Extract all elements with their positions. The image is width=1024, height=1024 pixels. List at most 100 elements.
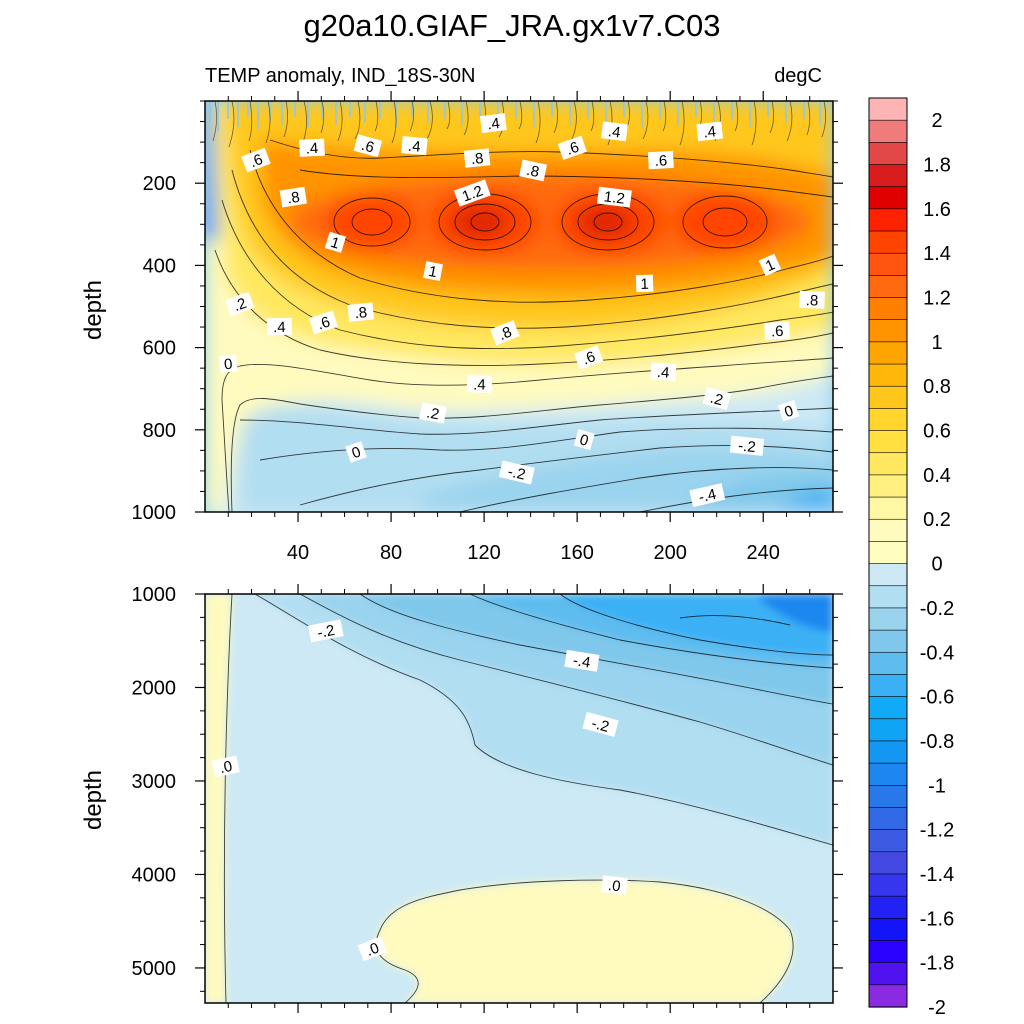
contour-label-bg <box>729 435 765 456</box>
contour-label-bg <box>650 362 677 382</box>
colorbar-label: -1.2 <box>920 820 954 842</box>
colorbar-swatch <box>868 474 908 498</box>
contour-line <box>469 594 833 669</box>
contour-label: .8 <box>490 320 520 346</box>
contour-label: 0 <box>777 400 800 422</box>
contour-label: 0 <box>219 354 238 373</box>
colorbar-swatch <box>868 230 908 254</box>
colorbar-swatch <box>868 873 908 897</box>
colorbar-swatch <box>868 629 908 653</box>
contour-line <box>239 407 833 435</box>
contour-label: .8 <box>519 159 548 182</box>
contour-label: .6 <box>241 147 271 173</box>
contour-label-text: .0 <box>364 940 382 960</box>
contour-label-bg <box>308 619 344 643</box>
contour-label-bg <box>324 231 347 253</box>
contour-line <box>679 615 791 626</box>
contour-label-text: .6 <box>564 139 581 159</box>
contour-label-text: .4 <box>273 319 286 336</box>
contour-label-text: .6 <box>771 323 784 341</box>
contour-label-text: .0 <box>607 877 621 895</box>
colorbar-label: 1.2 <box>923 288 951 310</box>
contour-label: 1 <box>635 274 654 293</box>
colorbar-swatch <box>868 186 908 210</box>
field-layer <box>376 880 794 1003</box>
contour-label-bg <box>266 317 293 336</box>
contour-label-bg <box>299 138 325 157</box>
colorbar-label: -0.2 <box>920 598 954 620</box>
contour-label-text: .2 <box>231 295 249 315</box>
contour-line <box>375 879 794 1003</box>
contour-label: .4 <box>401 136 428 156</box>
colorbar-swatch <box>868 740 908 764</box>
contour-label: .6 <box>308 310 338 335</box>
contour-label-bg <box>600 875 628 896</box>
colorbar-label: 0.4 <box>923 465 951 487</box>
contour-line <box>223 594 233 1003</box>
colorbar-swatch <box>868 408 908 432</box>
subtitle-left: TEMP anomaly, IND_18S-30N <box>205 65 475 87</box>
contour-line <box>249 149 833 303</box>
chart-title: g20a10.GIAF_JRA.gx1v7.C03 <box>303 8 720 43</box>
contour-label-bg <box>635 274 654 293</box>
colorbar-swatch <box>868 341 908 365</box>
contour-line <box>269 139 833 178</box>
contour-line <box>221 199 833 350</box>
contour-label-text: .4 <box>407 138 421 156</box>
colorbar-swatch <box>868 918 908 942</box>
colorbar-label: 0.6 <box>923 421 951 443</box>
colorbar-label: 0.2 <box>923 509 951 531</box>
core-ellipse <box>702 207 748 237</box>
y-tick-label: 800 <box>143 420 176 442</box>
x-tick-label: 200 <box>653 542 686 564</box>
lower-frame <box>204 593 834 1004</box>
contour-label-bg <box>597 186 632 208</box>
contour-label: .2 <box>225 291 255 317</box>
core-ellipse <box>454 203 516 241</box>
contour-label-text: .4 <box>607 123 621 141</box>
contour-line <box>299 169 833 198</box>
y-tick-label: 4000 <box>132 864 177 886</box>
colorbar-label: -1.4 <box>920 864 954 886</box>
contour-label-text: .8 <box>470 150 484 168</box>
contour-label-text: 1 <box>640 276 649 293</box>
contour-label-bg <box>696 121 723 142</box>
colorbar-swatch <box>868 164 908 188</box>
axes: 40 80 120 160 200 240200400600800100010002000… <box>132 91 843 1013</box>
contour-label-text: .6 <box>315 313 332 333</box>
colorbar-swatch <box>868 363 908 387</box>
upper-panel <box>205 101 833 512</box>
y-tick-label: 600 <box>143 338 176 360</box>
surface-streaks <box>209 101 821 131</box>
contour-label-text: .8 <box>525 162 541 181</box>
colorbar-label: 1.6 <box>923 199 951 221</box>
core-ellipse <box>682 195 768 249</box>
core-ellipse <box>333 197 411 247</box>
x-tick-label: 80 <box>380 542 402 564</box>
colorbar-frame <box>868 97 908 1008</box>
core-ellipse <box>593 212 623 232</box>
contour-label-text: -.4 <box>572 652 592 672</box>
contour-label-bg <box>308 310 338 335</box>
contour-label-bg <box>357 936 388 962</box>
contour-label-bg <box>466 375 493 393</box>
contour-label-text: .8 <box>805 292 818 309</box>
contour-label-bg <box>419 402 447 424</box>
colorbar-label: -0.8 <box>920 731 954 753</box>
contour-label: -.2 <box>729 435 765 456</box>
colorbar-swatch <box>868 430 908 454</box>
contour-label: .6 <box>764 321 791 341</box>
contour-label: .4 <box>600 121 628 142</box>
contour-label-text: -.2 <box>737 437 756 456</box>
contour-label: 1 <box>758 253 782 277</box>
colorbar-swatch <box>868 829 908 853</box>
upper-ylabel: depth <box>80 280 107 340</box>
colorbar-label: 0 <box>931 554 942 576</box>
colorbar-swatch <box>868 651 908 676</box>
subtitle-right: degC <box>774 65 822 87</box>
y-tick-label: 400 <box>143 255 176 277</box>
field-layer <box>205 101 218 240</box>
contour-label-text: 1.2 <box>460 182 485 205</box>
field-layer <box>577 204 633 240</box>
